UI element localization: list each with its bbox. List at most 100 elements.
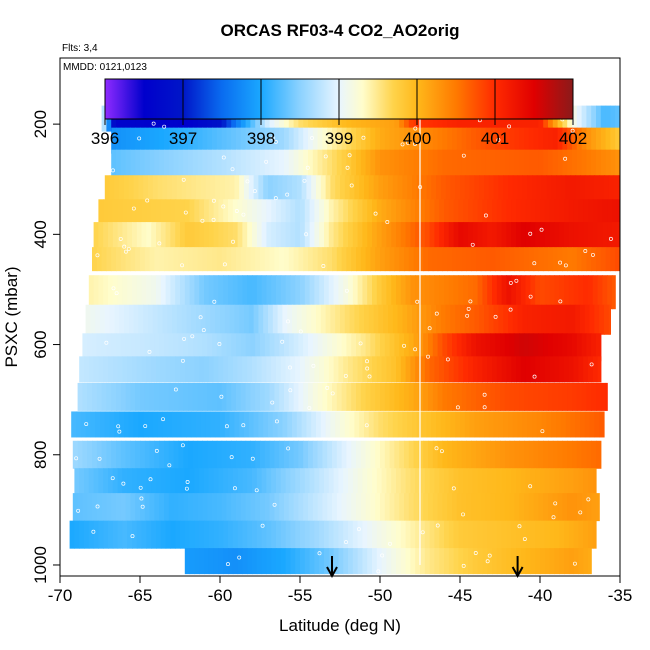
profile-cell	[192, 440, 199, 469]
sample-dot	[465, 313, 470, 318]
profile-cell	[116, 333, 122, 362]
profile-cell	[496, 199, 503, 226]
profile-cell	[527, 411, 533, 438]
profile-cell	[588, 548, 592, 575]
profile-cell	[250, 127, 256, 154]
profile-cell	[402, 411, 408, 438]
profile-cell	[180, 468, 186, 495]
profile-cell	[165, 222, 171, 253]
profile-cell	[476, 493, 482, 522]
profile-cell	[495, 493, 501, 522]
profile-cell	[384, 440, 391, 469]
sample-dot	[305, 165, 310, 170]
sample-dot	[162, 124, 167, 129]
profile-cell	[119, 304, 125, 335]
profile-cell	[496, 468, 503, 495]
sample-dot	[507, 124, 512, 129]
profile-cell	[615, 247, 620, 272]
profile-cell	[255, 493, 261, 522]
profile-cell	[330, 175, 336, 206]
profile-cell	[517, 304, 523, 335]
profile-cell	[500, 493, 506, 522]
x-tick-label: -60	[208, 586, 233, 605]
profile-cell	[412, 304, 418, 335]
sample-dot	[435, 523, 440, 528]
sample-dot	[553, 501, 558, 506]
sample-dot	[330, 391, 335, 396]
profile-cell	[482, 356, 488, 383]
profile-cell	[266, 520, 272, 549]
profile-cell	[138, 411, 144, 438]
profile-cell	[426, 175, 432, 206]
profile-cell	[221, 247, 227, 272]
profile-cell	[194, 199, 200, 226]
profile-cell	[375, 127, 381, 154]
profile-cell	[164, 440, 170, 469]
profile-cell	[394, 247, 400, 272]
profile-cell	[207, 333, 213, 362]
profile-cell	[164, 493, 170, 522]
profile-cell	[148, 175, 154, 206]
profile-cell	[453, 520, 459, 549]
profile-cell	[572, 333, 578, 362]
sample-dot	[122, 244, 127, 249]
profile-cell	[453, 222, 459, 253]
profile-cell	[388, 175, 394, 206]
profile-cell	[308, 127, 314, 154]
profile-cell	[125, 493, 131, 522]
profile-cell	[597, 222, 603, 253]
profile-cell	[172, 411, 178, 438]
profile-cell	[565, 304, 571, 335]
sample-dot	[367, 374, 372, 379]
profile-cell	[175, 222, 181, 253]
profile-cell	[136, 520, 143, 549]
profile-cell	[511, 548, 517, 575]
profile-cell	[348, 199, 354, 226]
profile-cell	[381, 468, 387, 495]
profile-cell	[136, 356, 143, 383]
profile-cell	[296, 175, 303, 206]
profile-cell	[464, 304, 471, 335]
profile-cell	[223, 356, 229, 383]
profile-cell	[340, 175, 346, 206]
flights-note: Flts: 3,4	[62, 43, 98, 54]
profile-cell	[381, 520, 387, 549]
profile-cell	[540, 548, 546, 575]
profile-cell	[456, 247, 463, 272]
profile-cell	[168, 247, 175, 272]
profile-cell	[183, 127, 189, 154]
profile-cell	[391, 520, 397, 549]
profile-cell	[93, 356, 99, 383]
profile-cell	[514, 127, 520, 154]
profile-cell	[484, 304, 490, 335]
profile-cell	[250, 333, 256, 362]
profile-cell	[396, 275, 402, 310]
profile-cell	[165, 356, 171, 383]
profile-cell	[152, 411, 159, 438]
profile-cell	[151, 468, 157, 495]
profile-cell	[572, 127, 578, 154]
profile-cell	[525, 548, 531, 575]
profile-cell	[304, 520, 311, 549]
profile-cell	[332, 247, 338, 272]
profile-cell	[135, 247, 141, 272]
sample-dot	[241, 423, 246, 428]
profile-cell	[429, 199, 435, 226]
profile-cell	[300, 468, 306, 495]
profile-cell	[274, 382, 280, 411]
profile-cell	[199, 468, 205, 495]
sample-dot	[420, 530, 425, 535]
profile-cell	[348, 275, 354, 310]
profile-cell	[341, 247, 347, 272]
profile-cell	[397, 304, 403, 335]
profile-cell	[535, 199, 541, 226]
profile-cell	[480, 333, 487, 362]
profile-cell	[229, 411, 235, 438]
colorbar-ticks: 396 397 398 399 400 401 402	[91, 79, 587, 148]
profile-cell	[122, 356, 128, 383]
profile-cell	[204, 468, 210, 495]
profile-cell	[356, 127, 362, 154]
profile-cell	[423, 440, 429, 469]
profile-cell	[237, 222, 243, 253]
profile-cell	[482, 468, 488, 495]
